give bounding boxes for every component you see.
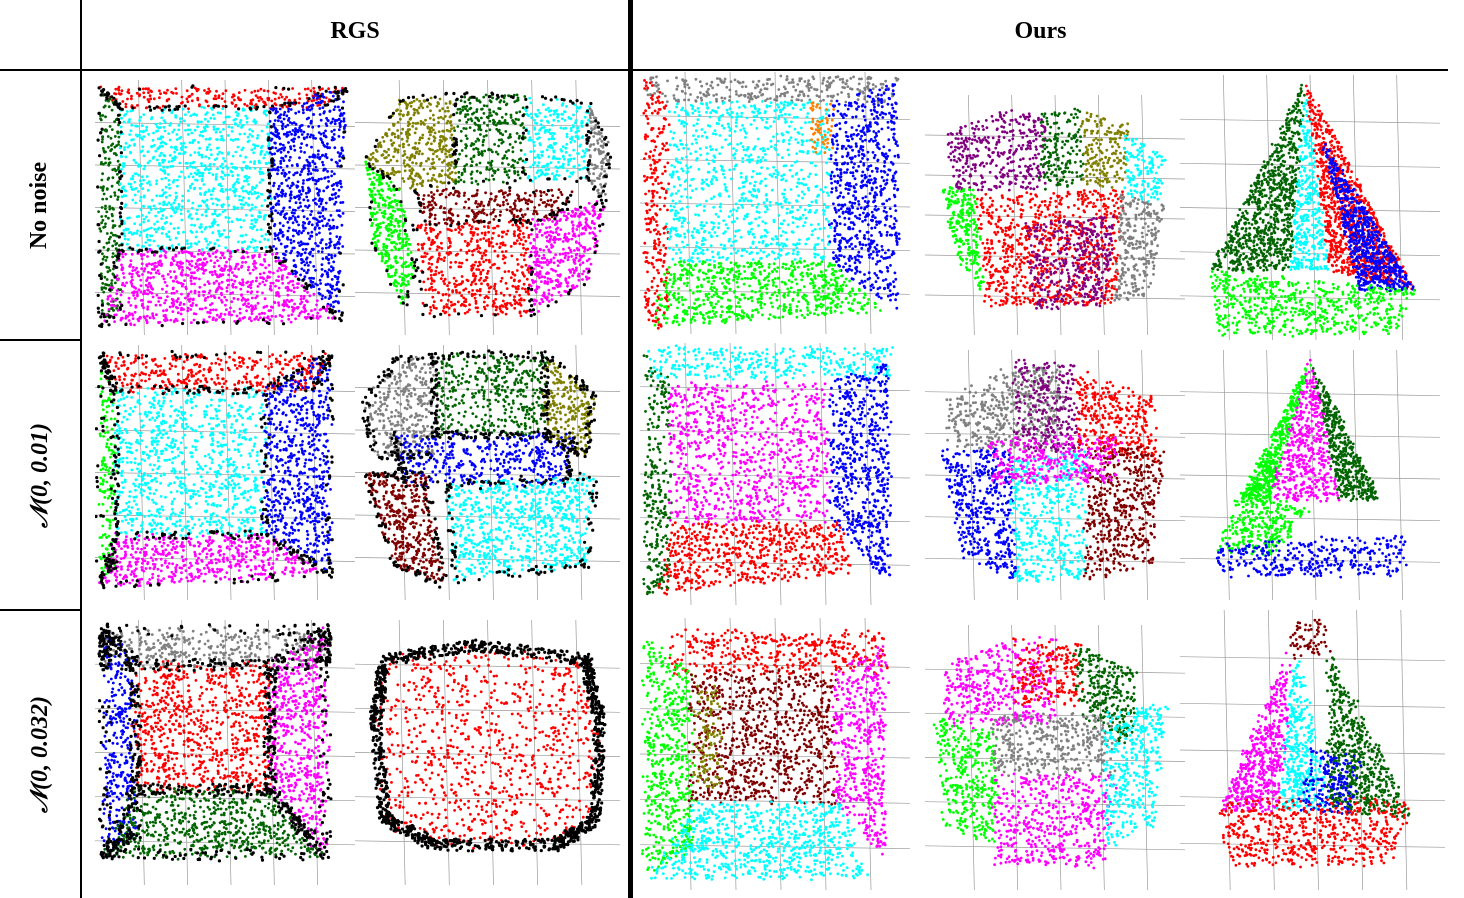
ours-pyramid-no-noise [1180, 75, 1440, 340]
row-header-noise-001: 𝒩(0, 0.01) [0, 341, 80, 609]
ours-box-noise-0032 [640, 618, 910, 890]
ours-cylinder-noise-001 [925, 350, 1185, 600]
row-header-no-noise: No noise [0, 71, 80, 339]
row1-rule [0, 339, 82, 341]
column-header-rgs: RGS [82, 18, 628, 45]
ours-pyramid-noise-0032 [1180, 610, 1445, 890]
rgs-box-no-noise [95, 80, 355, 335]
ours-pyramid-noise-001 [1180, 350, 1440, 600]
row-label: No noise [27, 161, 54, 248]
column-header-ours: Ours [633, 18, 1448, 45]
ours-box-no-noise [640, 72, 910, 334]
ours-cylinder-noise-0032 [925, 625, 1185, 890]
row-label: 𝒩(0, 0.01) [27, 423, 54, 528]
rgs-box-noise-0032 [95, 620, 355, 885]
rgs-cylinder-no-noise [355, 80, 620, 335]
rgs-cylinder-noise-0032 [355, 620, 620, 885]
rgs-cylinder-noise-001 [355, 345, 620, 600]
row2-rule [0, 609, 82, 611]
ours-cylinder-no-noise [925, 95, 1185, 335]
row-label: 𝒩(0, 0.032) [27, 696, 54, 813]
label-column-rule [80, 0, 82, 898]
rgs-box-noise-001 [95, 345, 355, 600]
method-separator-rule [628, 0, 633, 898]
ours-box-noise-001 [640, 343, 910, 605]
header-rule [0, 69, 1448, 71]
row-header-noise-0032: 𝒩(0, 0.032) [0, 611, 80, 898]
